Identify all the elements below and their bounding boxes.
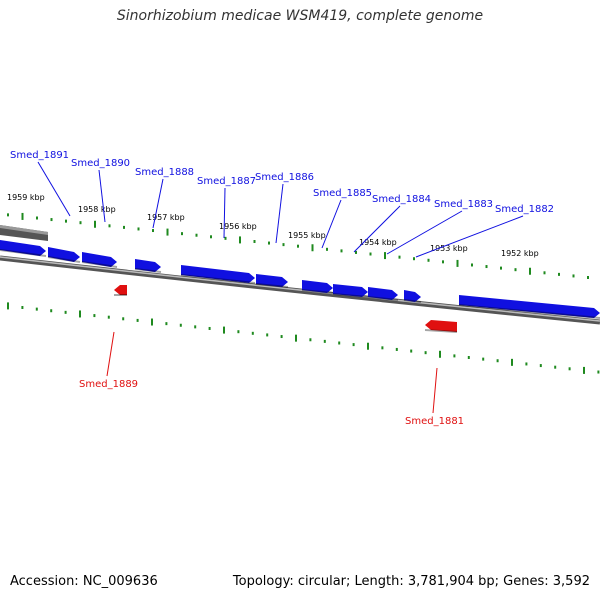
- gene-arrow[interactable]: [81, 252, 118, 268]
- kbp-label: 1953 kbp: [430, 244, 468, 253]
- leader-line: [275, 183, 284, 244]
- gene-arrow[interactable]: [458, 295, 600, 319]
- gene-label[interactable]: Smed_1888: [135, 167, 194, 178]
- kbp-label: 1955 kbp: [288, 231, 326, 240]
- leader-line: [98, 169, 106, 223]
- gene-label[interactable]: Smed_1887: [197, 176, 256, 187]
- gene-label[interactable]: Smed_1882: [495, 204, 554, 215]
- gene-arrow[interactable]: [114, 285, 127, 296]
- gene-arrow[interactable]: [47, 247, 81, 263]
- gene-arrow[interactable]: [403, 290, 422, 303]
- leader-line: [106, 331, 115, 377]
- gene-arrow[interactable]: [255, 274, 289, 288]
- kbp-label: 1952 kbp: [501, 249, 539, 258]
- leader-line: [321, 199, 342, 249]
- gene-arrow[interactable]: [134, 259, 162, 273]
- kbp-label: 1959 kbp: [7, 193, 45, 202]
- leader-line: [415, 215, 524, 258]
- forward-genes: [0, 240, 600, 319]
- gene-arrow[interactable]: [424, 320, 458, 333]
- kbp-label: 1957 kbp: [147, 213, 185, 222]
- leader-line: [223, 187, 226, 239]
- leader-line: [152, 178, 164, 229]
- kbp-labels: 1959 kbp 1958 kbp 1957 kbp 1956 kbp 1955 kbp…: [7, 193, 539, 258]
- gene-label[interactable]: Smed_1891: [10, 150, 69, 161]
- gene-label[interactable]: Smed_1886: [255, 172, 314, 183]
- genome-summary: Topology: circular; Length: 3,781,904 bp…: [232, 574, 590, 589]
- leader-line: [37, 161, 71, 217]
- kbp-label: 1954 kbp: [359, 238, 397, 247]
- leader-line: [432, 367, 438, 414]
- leader-line: [353, 205, 401, 253]
- gene-arrow[interactable]: [0, 240, 47, 257]
- kbp-label: 1956 kbp: [219, 222, 257, 231]
- gene-label[interactable]: Smed_1885: [313, 188, 372, 199]
- gene-label[interactable]: Smed_1881: [405, 416, 464, 427]
- page-title: Sinorhizobium medicae WSM419, complete g…: [116, 8, 484, 24]
- reverse-genes: [114, 285, 458, 333]
- gene-arrow[interactable]: [332, 284, 369, 298]
- top-tick-track: [7, 212, 589, 280]
- kbp-label: 1958 kbp: [78, 205, 116, 214]
- genome-backbone: [0, 225, 600, 325]
- gene-arrow[interactable]: [180, 265, 256, 284]
- gene-arrow[interactable]: [367, 287, 399, 301]
- accession-text: Accession: NC_009636: [10, 574, 158, 589]
- leader-line: [386, 210, 463, 255]
- gene-label[interactable]: Smed_1883: [434, 199, 493, 210]
- gene-label[interactable]: Smed_1884: [372, 194, 431, 205]
- gene-labels: Smed_1891Smed_1890Smed_1888Smed_1887Smed…: [10, 150, 554, 427]
- gene-label[interactable]: Smed_1889: [79, 379, 138, 390]
- gene-label[interactable]: Smed_1890: [71, 158, 130, 169]
- bottom-tick-track: [7, 302, 600, 374]
- gene-arrow[interactable]: [301, 280, 334, 294]
